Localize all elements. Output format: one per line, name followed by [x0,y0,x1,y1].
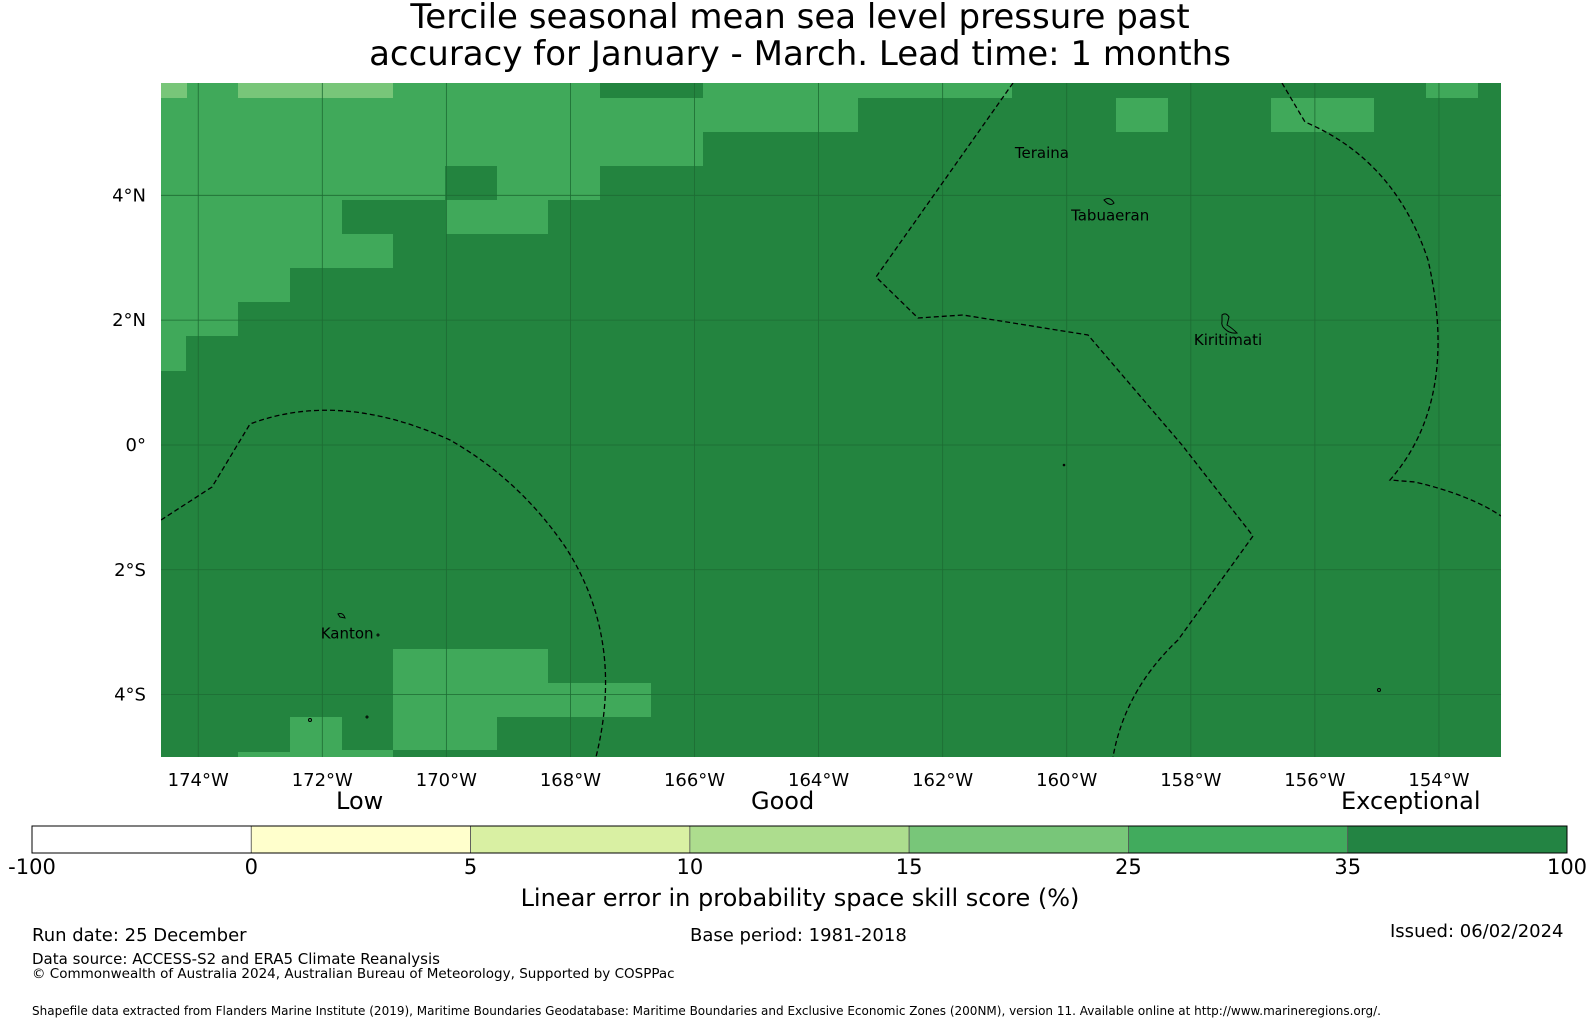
longitude-tick-label: 174°W [168,770,229,791]
skill-score-map: Teraina Tabuaeran Kiritimati Kanton [161,83,1501,757]
latitude-tick-label: 2°N [112,310,146,331]
kiritimati-island [1221,313,1239,334]
category-good-label: Good [751,787,815,815]
light-green-cells [161,83,393,98]
place-label-kanton: Kanton [321,624,374,642]
colorbar-tick-label: 5 [463,855,478,879]
colorbar-tick-label: 0 [244,855,258,879]
colorbar [31,825,1568,854]
longitude-tick-label: 160°W [1036,770,1097,791]
copyright-notice: © Commonwealth of Australia 2024, Austra… [32,966,675,982]
longitude-tick-label: 172°W [292,770,353,791]
place-label-tabuaeran: Tabuaeran [1070,206,1149,224]
axis-labels: 174°W 172°W 170°W 168°W 166°W 164°W 162°W 160°W… [112,185,1470,791]
tabuaeran-island [1103,198,1115,205]
graticule [161,83,1501,757]
data-source: Data source: ACCESS-S2 and ERA5 Climate … [32,950,440,968]
colorbar-tick-label: 10 [676,855,704,879]
longitude-tick-label: 156°W [1284,770,1345,791]
small-island [365,715,369,719]
longitude-tick-label: 166°W [664,770,725,791]
colorbar-axis-label: Linear error in probability space skill … [520,884,1080,912]
mid-green-cells [161,83,1478,757]
colorbar-tick-label: 100 [1546,855,1588,879]
colorbar-outline [31,825,1568,854]
latitude-tick-label: 2°S [114,560,146,581]
colorbar-tick-label: 15 [895,855,923,879]
place-labels: Teraina Tabuaeran Kiritimati Kanton [321,144,1262,643]
shapefile-credit: Shapefile data extracted from Flanders M… [32,1004,1381,1018]
colorbar-segment [470,825,691,854]
small-island [1062,463,1066,467]
base-period: Base period: 1981-2018 [690,925,907,946]
longitude-tick-label: 170°W [416,770,477,791]
map-title-line-2: accuracy for January - March. Lead time:… [369,34,1231,74]
longitude-tick-label: 168°W [540,770,601,791]
longitude-tick-label: 158°W [1160,770,1221,791]
place-label-kiritimati: Kiritimati [1194,331,1262,349]
place-label-teraina: Teraina [1014,144,1069,162]
latitude-tick-label: 4°S [114,685,146,706]
islands [308,198,1381,722]
eez-boundaries [161,83,1501,757]
colorbar-segment [1347,825,1568,854]
kanton-island [337,613,346,619]
issued-date: Issued: 06/02/2024 [1390,921,1564,942]
colorbar-tick-label: 35 [1334,855,1362,879]
longitude-tick-label: 162°W [912,770,973,791]
colorbar-tick-label: 25 [1115,855,1142,879]
colorbar-segment [1128,825,1349,854]
small-island [376,633,380,637]
category-exceptional-label: Exceptional [1341,787,1481,815]
latitude-tick-label: 4°N [112,185,146,206]
map-title-line-1: Tercile seasonal mean sea level pressure… [410,0,1190,37]
run-date: Run date: 25 December [32,925,247,946]
colorbar-segment [689,825,910,854]
longitude-tick-label: 154°W [1408,770,1469,791]
longitude-tick-label: 164°W [788,770,849,791]
category-low-label: Low [336,787,384,815]
latitude-tick-label: 0° [126,435,146,456]
dark-green-cells [161,83,703,757]
colorbar-segment [31,825,252,854]
colorbar-segment [908,825,1129,854]
colorbar-segment [250,825,471,854]
small-island [1377,688,1381,692]
colorbar-tick-label: -100 [8,855,56,879]
small-island [308,718,312,722]
